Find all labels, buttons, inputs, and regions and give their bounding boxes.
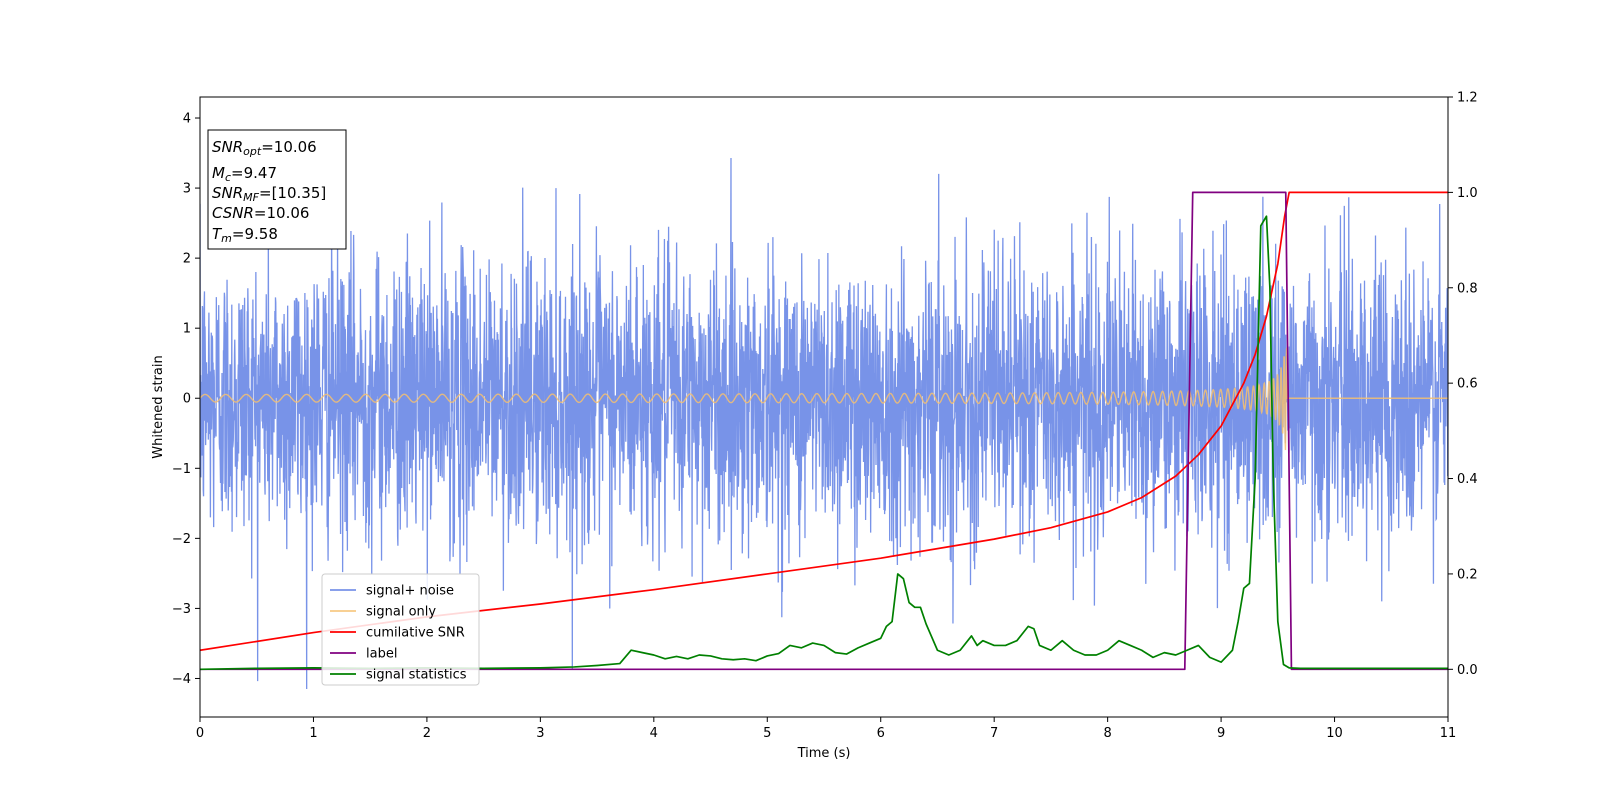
x-tick-label: 0	[196, 726, 204, 741]
y-tick-label: −1	[172, 462, 191, 477]
legend-label: signal only	[366, 605, 436, 620]
legend: signal+ noise signal only cumilative SNR la…	[321, 573, 480, 686]
y-tick-label: 1	[183, 322, 191, 337]
legend-label: signal statistics	[366, 668, 467, 683]
y2-tick-label: 1.2	[1457, 91, 1478, 106]
x-tick-label: 1	[309, 726, 317, 741]
legend-label: label	[366, 647, 397, 662]
x-tick-label: 2	[423, 726, 431, 741]
y-tick-label: 4	[183, 112, 191, 127]
series-label	[200, 191, 1448, 671]
x-tick-label: 3	[536, 726, 544, 741]
y-tick-label: −2	[172, 532, 191, 547]
annotation-mc: Mc=9.47	[212, 164, 277, 184]
series-layer	[200, 157, 1448, 689]
legend-label: cumilative SNR	[366, 626, 465, 641]
y-axis-right: 0.0 0.2 0.4 0.6 0.8 1.0 1.2	[1448, 91, 1478, 678]
y-tick-label: −3	[172, 602, 191, 617]
legend-label: signal+ noise	[366, 584, 454, 599]
y2-tick-label: 0.6	[1457, 377, 1478, 392]
x-tick-label: 5	[763, 726, 771, 741]
x-tick-label: 11	[1440, 726, 1457, 741]
x-axis: 0 1 2 3 4 5 6 7 8 9 10 11	[196, 717, 1456, 741]
x-tick-label: 6	[877, 726, 885, 741]
y-tick-label: 2	[183, 252, 191, 267]
annotation-csnr: CSNR=10.06	[212, 204, 309, 222]
y2-tick-label: 0.4	[1457, 472, 1478, 487]
y2-tick-label: 0.0	[1457, 663, 1478, 678]
series-cumilative-snr	[200, 191, 1448, 652]
y-axis-label: Whitened strain	[151, 355, 166, 458]
plot-frame	[199, 96, 1449, 718]
annotation-tm: Tm=9.58	[212, 225, 278, 245]
x-tick-label: 8	[1103, 726, 1111, 741]
x-tick-label: 10	[1326, 726, 1343, 741]
series-signal-statistics	[200, 215, 1448, 671]
annotation-box: SNRopt=10.06 Mc=9.47 SNRMF=[10.35] CSNR=…	[207, 129, 347, 250]
y2-tick-label: 0.2	[1457, 567, 1478, 582]
x-axis-label: Time (s)	[797, 746, 851, 761]
y2-tick-label: 1.0	[1457, 186, 1478, 201]
annotation-snr-opt: SNRopt=10.06	[212, 138, 317, 158]
x-tick-label: 7	[990, 726, 998, 741]
series-signal-only	[200, 347, 1448, 451]
x-tick-label: 4	[650, 726, 658, 741]
y-axis-left: 4 3 2 1 0 −1 −2 −3 −4	[172, 112, 200, 687]
y2-tick-label: 0.8	[1457, 281, 1478, 296]
annotation-snr-mf: SNRMF=[10.35]	[212, 184, 326, 204]
y-tick-label: 3	[183, 182, 191, 197]
y-tick-label: 0	[183, 392, 191, 407]
y-tick-label: −4	[172, 672, 191, 687]
x-tick-label: 9	[1217, 726, 1225, 741]
